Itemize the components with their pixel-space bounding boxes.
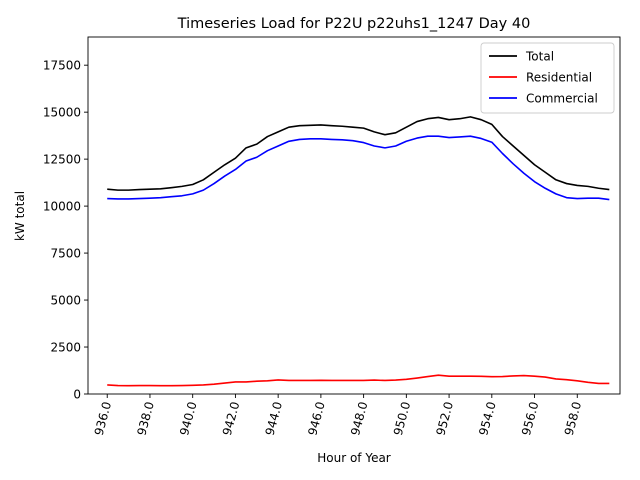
y-tick-label: 10000: [43, 200, 81, 214]
y-tick-label: 17500: [43, 59, 81, 73]
y-tick-label: 15000: [43, 106, 81, 120]
legend-label-residential: Residential: [526, 71, 592, 85]
y-tick-label: 0: [73, 388, 81, 402]
series-line-commercial: [107, 135, 610, 201]
legend-label-commercial: Commercial: [526, 92, 598, 106]
legend: Total Residential Commercial: [480, 42, 615, 114]
legend-label-total: Total: [525, 50, 554, 64]
series-layer: [107, 116, 610, 387]
y-axis: 0 2500 5000 7500 10000 12500 15000 17500: [43, 59, 88, 402]
y-tick-label: 7500: [50, 247, 81, 261]
series-line-residential: [107, 374, 610, 387]
axes-layer: [87, 36, 621, 395]
y-tick-label: 12500: [43, 153, 81, 167]
x-axis-title: Hour of Year: [317, 451, 391, 465]
chart-title: Timeseries Load for P22U p22uhs1_1247 Da…: [177, 16, 531, 32]
y-tick-label: 2500: [50, 341, 81, 355]
y-tick-label: 5000: [50, 294, 81, 308]
series-line-total: [107, 116, 610, 191]
legend-box: [480, 42, 615, 114]
plot-frame: [87, 36, 621, 395]
y-axis-title: kW total: [13, 191, 27, 241]
